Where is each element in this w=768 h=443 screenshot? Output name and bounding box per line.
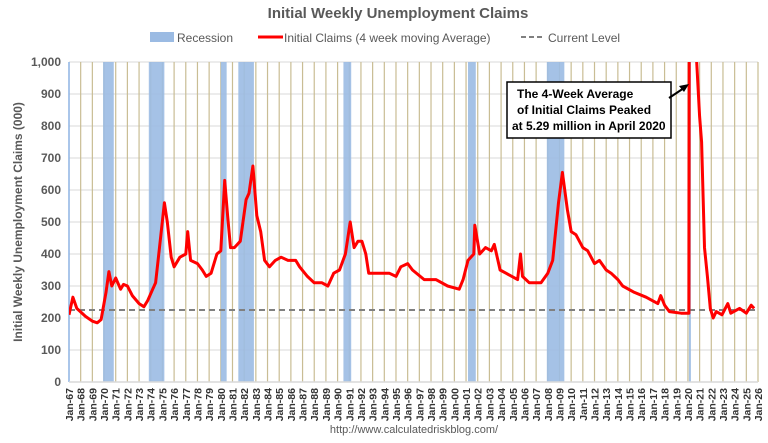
x-tick-label: Jan-77 <box>181 388 193 421</box>
x-tick-label: Jan-70 <box>99 388 111 421</box>
recession-band <box>238 62 254 382</box>
x-tick-label: Jan-98 <box>426 388 438 421</box>
legend: Recession Initial Claims (4 week moving A… <box>150 31 620 45</box>
x-tick-label: Jan-03 <box>484 388 496 421</box>
x-tick-label: Jan-78 <box>192 388 204 421</box>
x-tick-label: Jan-07 <box>531 388 543 421</box>
source-url: http://www.calculatedriskblog.com/ <box>330 424 499 436</box>
x-tick-label: Jan-79 <box>204 388 216 421</box>
x-tick-label: Jan-18 <box>660 388 672 421</box>
legend-swatch-recession <box>150 32 174 42</box>
annotation: The 4-Week Average of Initial Claims Peak… <box>506 81 689 139</box>
x-tick-label: Jan-24 <box>730 388 742 421</box>
x-tick-label: Jan-16 <box>636 388 648 421</box>
x-tick-label: Jan-99 <box>438 388 450 421</box>
y-tick-label: 600 <box>41 183 61 197</box>
x-tick-label: Jan-90 <box>333 388 345 421</box>
annotation-text-line: The 4-Week Average <box>517 87 634 101</box>
recession-band <box>148 62 165 382</box>
x-tick-label: Jan-75 <box>157 388 169 421</box>
recession-band <box>467 62 476 382</box>
x-tick-label: Jan-11 <box>578 388 590 421</box>
x-tick-label: Jan-15 <box>625 388 637 421</box>
x-tick-label: Jan-17 <box>648 388 660 421</box>
x-tick-label: Jan-86 <box>286 388 298 421</box>
x-tick-label: Jan-95 <box>391 388 403 421</box>
x-tick-label: Jan-19 <box>671 388 683 421</box>
x-tick-label: Jan-14 <box>613 388 625 421</box>
x-tick-label: Jan-88 <box>309 388 321 421</box>
x-tick-label: Jan-71 <box>111 388 123 421</box>
x-tick-label: Jan-94 <box>379 388 391 421</box>
x-tick-label: Jan-69 <box>87 388 99 421</box>
x-tick-label: Jan-10 <box>566 388 578 421</box>
y-tick-label: 800 <box>41 119 61 133</box>
x-tick-label: Jan-06 <box>519 388 531 421</box>
y-tick-label: 100 <box>41 343 61 357</box>
recession-band <box>343 62 352 382</box>
x-tick-label: Jan-96 <box>403 388 415 421</box>
y-tick-label: 500 <box>41 215 61 229</box>
x-tick-label: Jan-97 <box>414 388 426 421</box>
x-tick-label: Jan-05 <box>508 388 520 421</box>
legend-label-current: Current Level <box>548 31 620 45</box>
x-tick-label: Jan-73 <box>134 388 146 421</box>
y-tick-label: 400 <box>41 247 61 261</box>
x-tick-label: Jan-68 <box>76 388 88 421</box>
x-tick-label: Jan-87 <box>298 388 310 421</box>
x-tick-label: Jan-02 <box>473 388 485 421</box>
legend-label-recession: Recession <box>177 31 233 45</box>
y-axis-label: Initial Weekly Unemployment Claims (000) <box>11 102 25 342</box>
y-tick-label: 700 <box>41 151 61 165</box>
x-tick-label: Jan-23 <box>718 388 730 421</box>
x-tick-label: Jan-04 <box>496 388 508 421</box>
x-tick-label: Jan-13 <box>601 388 613 421</box>
y-tick-label: 1,000 <box>31 55 61 69</box>
x-tick-label: Jan-91 <box>344 388 356 421</box>
x-tick-label: Jan-89 <box>321 388 333 421</box>
y-tick-label: 0 <box>54 375 61 389</box>
x-tick-label: Jan-84 <box>263 388 275 421</box>
y-tick-label: 300 <box>41 279 61 293</box>
x-tick-label: Jan-26 <box>753 388 765 421</box>
x-tick-label: Jan-76 <box>169 388 181 421</box>
annotation-text-line: of Initial Claims Peaked <box>517 103 651 117</box>
x-tick-label: Jan-01 <box>461 388 473 421</box>
chart-title: Initial Weekly Unemployment Claims <box>268 5 529 22</box>
x-tick-label: Jan-72 <box>122 388 134 421</box>
y-tick-label: 900 <box>41 87 61 101</box>
x-tick-label: Jan-81 <box>227 388 239 421</box>
x-tick-label: Jan-22 <box>706 388 718 421</box>
x-tick-label: Jan-93 <box>368 388 380 421</box>
x-tick-label: Jan-92 <box>356 388 368 421</box>
x-tick-label: Jan-80 <box>216 388 228 421</box>
legend-label-claims: Initial Claims (4 week moving Average) <box>284 31 491 45</box>
x-tick-label: Jan-82 <box>239 388 251 421</box>
series-line-initial-claims <box>69 62 756 325</box>
x-tick-label: Jan-20 <box>683 388 695 421</box>
recession-band <box>103 62 114 382</box>
x-tick-label: Jan-83 <box>251 388 263 421</box>
x-tick-label: Jan-00 <box>449 388 461 421</box>
y-tick-label: 200 <box>41 311 61 325</box>
x-tick-label: Jan-12 <box>590 388 602 421</box>
x-tick-label: Jan-09 <box>554 388 566 421</box>
x-tick-label: Jan-85 <box>274 388 286 421</box>
annotation-text-line: at 5.29 million in April 2020 <box>512 119 666 133</box>
x-tick-label: Jan-25 <box>741 388 753 421</box>
x-tick-label: Jan-67 <box>64 388 76 421</box>
x-tick-label: Jan-74 <box>146 388 158 421</box>
x-tick-label: Jan-21 <box>695 388 707 421</box>
x-tick-label: Jan-08 <box>543 388 555 421</box>
